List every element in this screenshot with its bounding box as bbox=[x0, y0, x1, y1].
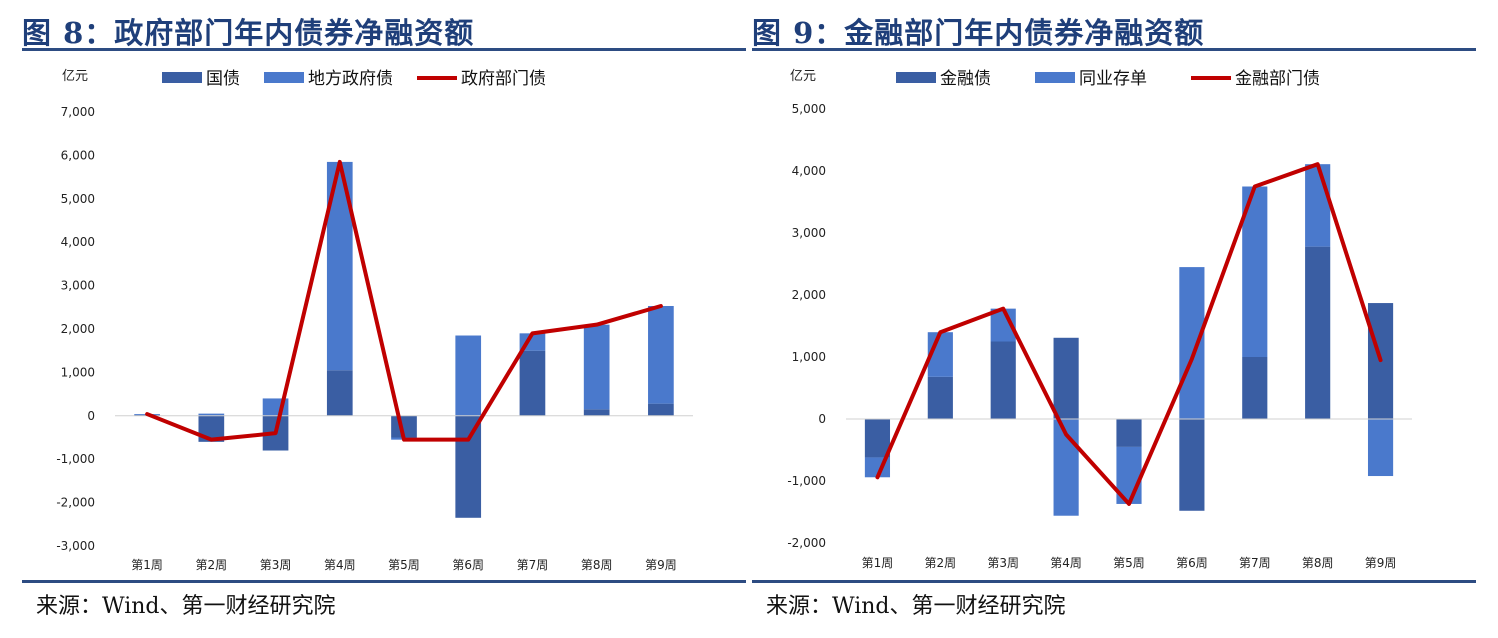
legend-label: 地方政府债 bbox=[308, 69, 393, 89]
x-category-label: 第5周 bbox=[388, 558, 420, 572]
legend-swatch bbox=[162, 72, 202, 83]
x-category-label: 第1周 bbox=[131, 558, 163, 572]
y-tick-label: 6,000 bbox=[61, 148, 95, 162]
y-tick-label: 3,000 bbox=[61, 279, 95, 293]
bar-segment bbox=[927, 376, 953, 419]
x-category-label: 第2周 bbox=[925, 556, 957, 570]
y-tick-label: -2,000 bbox=[56, 496, 95, 510]
bar-segment bbox=[1053, 337, 1079, 419]
right-figure-panel: 图 9：金融部门年内债券净融资额 亿元 金融债 同业存单 金融部门债 5,000 4,00… bbox=[752, 0, 1476, 638]
x-category-label: 第7周 bbox=[517, 558, 549, 572]
x-category-label: 第3周 bbox=[987, 556, 1019, 570]
x-category-label: 第4周 bbox=[1050, 556, 1082, 570]
legend-label: 政府部门债 bbox=[461, 69, 546, 89]
legend-label: 金融债 bbox=[940, 69, 991, 89]
bar-segment bbox=[1116, 419, 1142, 447]
y-tick-label: 5,000 bbox=[61, 192, 95, 206]
figure-9-title: 图 9：金融部门年内债券净融资额 bbox=[752, 16, 1205, 50]
bar-segment bbox=[391, 415, 417, 438]
bar-segment bbox=[1179, 419, 1205, 511]
y-tick-label: -2,000 bbox=[787, 536, 826, 550]
x-category-label: 第1周 bbox=[862, 556, 894, 570]
title-divider bbox=[752, 48, 1476, 51]
y-tick-label: 4,000 bbox=[61, 235, 95, 249]
x-category-label: 第4周 bbox=[324, 558, 356, 572]
title-divider bbox=[22, 48, 746, 51]
y-tick-label: -3,000 bbox=[56, 539, 95, 553]
x-category-label: 第6周 bbox=[452, 558, 484, 572]
y-tick-label: 0 bbox=[87, 409, 95, 423]
x-category-label: 第7周 bbox=[1239, 556, 1271, 570]
x-category-label: 第9周 bbox=[645, 558, 677, 572]
x-category-label: 第8周 bbox=[1302, 556, 1334, 570]
bar-segment bbox=[1367, 419, 1394, 477]
y-tick-label: 2,000 bbox=[61, 322, 95, 336]
figure-8-title: 图 8：政府部门年内债券净融资额 bbox=[22, 16, 475, 50]
bar-segment bbox=[1305, 164, 1331, 247]
source-divider bbox=[752, 580, 1476, 583]
bar-segment bbox=[990, 341, 1016, 419]
bar-segment bbox=[648, 305, 674, 404]
legend-label: 同业存单 bbox=[1079, 69, 1147, 89]
bar-segment bbox=[455, 335, 482, 416]
source-divider bbox=[22, 580, 746, 583]
bar-segment bbox=[1305, 246, 1331, 419]
y-tick-label: 7,000 bbox=[61, 105, 95, 119]
left-figure-panel: 图 8：政府部门年内债券净融资额 亿元 国债 地方政府债 政府部门债 7,000 6,00… bbox=[22, 0, 746, 638]
source-note: 来源：Wind、第一财经研究院 bbox=[36, 594, 336, 619]
y-tick-label: 4,000 bbox=[792, 164, 826, 178]
legend-swatch bbox=[1035, 72, 1075, 83]
y-tick-label: 5,000 bbox=[792, 102, 826, 116]
y-tick-label: -1,000 bbox=[787, 474, 826, 488]
y-tick-label: 3,000 bbox=[792, 226, 826, 240]
y-tick-label: 1,000 bbox=[61, 365, 95, 379]
x-category-label: 第8周 bbox=[581, 558, 613, 572]
y-axis-unit: 亿元 bbox=[790, 69, 816, 84]
bar-segment bbox=[583, 324, 610, 410]
bar-segment bbox=[1242, 357, 1268, 419]
legend-swatch bbox=[896, 72, 936, 83]
x-category-label: 第6周 bbox=[1176, 556, 1208, 570]
y-tick-label: 0 bbox=[818, 412, 826, 426]
x-category-label: 第5周 bbox=[1113, 556, 1145, 570]
legend-swatch bbox=[264, 72, 304, 83]
bar-segment bbox=[864, 419, 891, 458]
bar-segment bbox=[648, 403, 674, 416]
y-tick-label: 2,000 bbox=[792, 288, 826, 302]
y-tick-label: 1,000 bbox=[792, 350, 826, 364]
x-category-label: 第9周 bbox=[1365, 556, 1397, 570]
bar-segment bbox=[198, 413, 225, 416]
legend-label: 金融部门债 bbox=[1235, 69, 1320, 89]
bar-segment bbox=[326, 370, 353, 416]
government-bond-chart: 亿元 国债 地方政府债 政府部门债 7,000 6,000 5,000 4,000 3,000 2… bbox=[56, 69, 693, 572]
y-tick-label: -1,000 bbox=[56, 452, 95, 466]
x-category-label: 第2周 bbox=[196, 558, 228, 572]
financial-bond-chart: 亿元 金融债 同业存单 金融部门债 5,000 4,000 3,000 2,000 1,000 0… bbox=[787, 69, 1412, 570]
x-category-label: 第3周 bbox=[260, 558, 292, 572]
source-note: 来源：Wind、第一财经研究院 bbox=[766, 594, 1066, 619]
y-axis-unit: 亿元 bbox=[62, 69, 88, 84]
bar-segment bbox=[455, 415, 482, 518]
bar-segment bbox=[583, 409, 610, 416]
bar-segment bbox=[1179, 267, 1205, 419]
bar-segment bbox=[519, 350, 546, 416]
legend-label: 国债 bbox=[206, 69, 240, 89]
